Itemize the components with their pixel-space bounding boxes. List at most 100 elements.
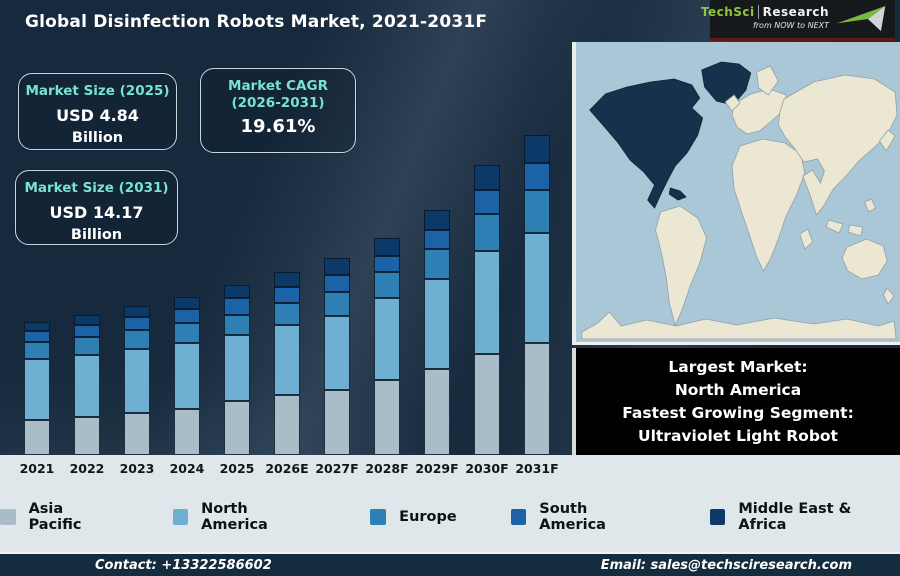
bar-segment-europe <box>424 249 450 279</box>
bar-segment-europe <box>24 342 50 359</box>
bar-column-2029f <box>412 42 462 455</box>
techsci-logo: TechSci Research from NOW to NEXT <box>701 0 895 41</box>
stat-unit: Billion <box>71 130 124 146</box>
stacked-bar-chart: Market Size (2025) USD 4.84 Billion Mark… <box>0 42 572 455</box>
bar-segment-north-america <box>124 349 150 413</box>
bar-segment-middle-east-africa <box>174 297 200 309</box>
bars <box>12 42 562 455</box>
continent-asia <box>777 74 898 216</box>
bar-segment-south-america <box>274 287 300 303</box>
bar-column-2021 <box>12 42 62 455</box>
callout-line: Ultraviolet Light Robot <box>638 427 838 445</box>
continent-africa <box>731 138 806 272</box>
bar-column-2027f <box>312 42 362 455</box>
stat-value: USD 4.84 <box>56 106 139 125</box>
logo-tagline: from NOW to NEXT <box>752 21 829 30</box>
bar-segment-south-america <box>524 163 550 190</box>
bar-column-2022 <box>62 42 112 455</box>
legend-swatch-icon <box>709 508 726 525</box>
stacked-bar-2027f <box>324 258 350 455</box>
x-axis-label-2024: 2024 <box>169 461 205 476</box>
stat-label: Market Size (2025) <box>25 83 170 99</box>
stat-value: 19.61% <box>240 116 316 137</box>
legend-item-south-america: South America <box>510 500 656 533</box>
region-greenland-highlighted <box>701 61 752 106</box>
continent-south-america <box>655 205 707 327</box>
bar-column-2030f <box>462 42 512 455</box>
bar-column-2031f <box>512 42 562 455</box>
legend-swatch-icon <box>370 508 387 525</box>
legend-swatch-icon <box>172 508 189 525</box>
market-highlights-callout: Largest Market: North America Fastest Gr… <box>572 348 900 458</box>
bar-segment-europe <box>374 272 400 298</box>
region-new-zealand <box>882 287 895 305</box>
region-indonesia-2 <box>847 224 864 237</box>
x-axis-labels: 2021 2022 2023 2024 2025 2026E 2027F 2028F 2029F… <box>0 455 900 481</box>
bar-segment-north-america <box>374 298 400 380</box>
logo-brand-secondary: Research <box>757 5 829 19</box>
bar-segment-asia-pacific <box>224 401 250 455</box>
callout-line: North America <box>674 381 802 399</box>
footer-contact: Contact: +13322586602 <box>95 557 272 573</box>
bar-segment-north-america <box>524 233 550 343</box>
bar-segment-south-america <box>74 325 100 337</box>
stat-box-market-size-2031: Market Size (2031) USD 14.17 Billion <box>15 170 178 245</box>
bar-segment-south-america <box>124 317 150 330</box>
logo-text: TechSci Research from NOW to NEXT <box>701 5 829 32</box>
legend-swatch-icon <box>0 508 16 525</box>
bar-segment-asia-pacific <box>274 395 300 455</box>
bar-column-2024 <box>162 42 212 455</box>
bar-segment-asia-pacific <box>524 343 550 455</box>
stacked-bar-2031f <box>524 135 550 455</box>
bar-segment-middle-east-africa <box>524 135 550 163</box>
stat-label: (2026-2031) <box>231 95 325 111</box>
bar-segment-asia-pacific <box>474 354 500 455</box>
callout-line: Fastest Growing Segment: <box>622 404 854 422</box>
bottom-strip: 2021 2022 2023 2024 2025 2026E 2027F 2028F 2029F… <box>0 455 900 552</box>
continent-north-america-highlighted <box>589 78 704 209</box>
legend-label: Middle East & Africa <box>738 500 852 533</box>
bar-segment-north-america <box>74 355 100 417</box>
bar-column-2026e <box>262 42 312 455</box>
x-axis-label-2023: 2023 <box>119 461 155 476</box>
stacked-bar-2022 <box>74 315 100 455</box>
bar-segment-europe <box>224 315 250 335</box>
bar-segment-europe <box>524 190 550 233</box>
bar-segment-asia-pacific <box>424 369 450 455</box>
bar-segment-middle-east-africa <box>274 272 300 287</box>
stacked-bar-2026e <box>274 272 300 455</box>
bar-segment-south-america <box>474 190 500 214</box>
stacked-bar-2025 <box>224 285 250 455</box>
bar-segment-europe <box>274 303 300 325</box>
bar-segment-middle-east-africa <box>24 322 50 331</box>
region-philippines <box>864 198 876 213</box>
bar-segment-middle-east-africa <box>424 210 450 230</box>
legend-label: South America <box>539 500 606 533</box>
bar-segment-north-america <box>424 279 450 369</box>
bar-segment-europe <box>124 330 150 349</box>
x-axis-label-2028f: 2028F <box>365 461 409 476</box>
chart-legend: Asia Pacific North America Europe South Ame… <box>0 481 900 552</box>
bar-segment-middle-east-africa <box>324 258 350 275</box>
bar-segment-south-america <box>224 298 250 315</box>
arrow-icon <box>836 6 886 32</box>
x-axis-label-2030f: 2030F <box>465 461 509 476</box>
stat-box-market-size-2025: Market Size (2025) USD 4.84 Billion <box>18 73 177 150</box>
bar-segment-middle-east-africa <box>224 285 250 298</box>
legend-item-europe: Europe <box>370 508 457 525</box>
bar-segment-south-america <box>324 275 350 292</box>
legend-item-middle-east-africa: Middle East & Africa <box>709 500 900 533</box>
legend-item-north-america: North America <box>172 501 317 533</box>
footer-email: Email: sales@techsciresearch.com <box>600 557 852 573</box>
stat-box-market-cagr: Market CAGR (2026-2031) 19.61% <box>200 68 356 153</box>
bar-segment-europe <box>324 292 350 316</box>
bar-segment-south-america <box>24 331 50 342</box>
x-axis-label-2025: 2025 <box>219 461 255 476</box>
stacked-bar-2030f <box>474 165 500 455</box>
bar-segment-north-america <box>324 316 350 390</box>
stacked-bar-2023 <box>124 306 150 455</box>
bar-column-2025 <box>212 42 262 455</box>
continent-australia <box>841 238 888 280</box>
world-map <box>572 42 900 345</box>
